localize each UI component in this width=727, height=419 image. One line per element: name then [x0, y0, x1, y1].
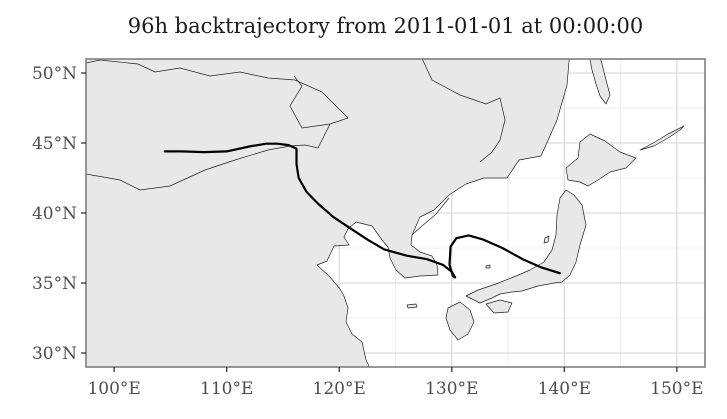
korea-border: [411, 197, 450, 236]
oki-island: [485, 264, 491, 269]
y-axis: 30°N 35°N 40°N 45°N 50°N: [32, 64, 86, 364]
sado-island: [543, 235, 550, 244]
trajectory-line: [163, 142, 561, 279]
x-tick-label: 100°E: [87, 379, 140, 399]
y-tick-label: 40°N: [32, 204, 77, 224]
honshu-island: [465, 189, 587, 304]
china-russia-ne-border: [421, 59, 506, 163]
y-tick-label: 45°N: [32, 134, 77, 154]
kyushu-island: [445, 301, 475, 341]
x-tick-label: 140°E: [538, 379, 591, 399]
map-title: 96h backtrajectory from 2011-01-01 at 00…: [127, 14, 644, 38]
shikoku-island: [485, 299, 513, 314]
y-tick-label: 30°N: [32, 344, 77, 364]
x-axis: 100°E 110°E 120°E 130°E 140°E 150°E: [87, 367, 704, 399]
mongolia-russia-border: [86, 59, 349, 129]
x-tick-label: 120°E: [313, 379, 366, 399]
x-tick-label: 150°E: [650, 379, 703, 399]
x-tick-label: 110°E: [200, 379, 253, 399]
hokkaido-island: [565, 133, 637, 187]
mongolia-china-border: [86, 123, 331, 191]
kuril-islands: [639, 125, 685, 151]
jeju-island: [406, 303, 418, 309]
y-tick-label: 50°N: [32, 64, 77, 84]
sakhalin-island: [589, 59, 611, 105]
x-tick-label: 130°E: [425, 379, 478, 399]
y-tick-label: 35°N: [32, 274, 77, 294]
